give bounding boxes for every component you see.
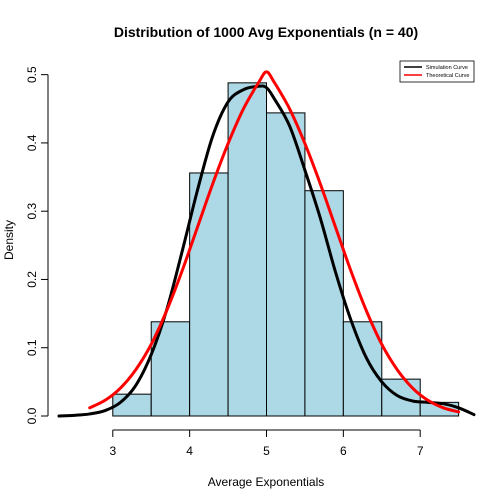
- legend-theoretical-label: Theoretical Curve: [426, 73, 469, 79]
- y-tick-label: 0.4: [25, 134, 39, 151]
- x-axis-label: Average Exponentials: [208, 475, 325, 489]
- axes-layer: 3 4 5 6 7 0.0 0.1 0.2 0.3 0.4 0.5: [25, 66, 424, 458]
- y-tick-label: 0.3: [25, 203, 39, 220]
- histogram-bar-6: [304, 190, 344, 417]
- x-tick-label: 3: [109, 444, 116, 458]
- y-tick-label: 0.2: [25, 271, 39, 288]
- legend: Simulation Curve Theoretical Curve: [399, 60, 475, 83]
- x-tick-label: 6: [340, 444, 347, 458]
- theoretical-curve: [88, 70, 461, 414]
- simulation-curve: [57, 84, 476, 418]
- x-tick-label: 5: [263, 444, 270, 458]
- y-tick-label: 0.0: [25, 407, 39, 424]
- y-axis-label: Density: [2, 220, 16, 260]
- legend-simulation-label: Simulation Curve: [426, 65, 468, 71]
- histogram-bar-5: [266, 112, 306, 417]
- histogram-bar-7: [342, 321, 383, 417]
- x-tick-label: 4: [186, 444, 193, 458]
- histogram-bar-3: [189, 172, 229, 417]
- x-tick-label: 7: [417, 444, 424, 458]
- curves-layer: [57, 70, 476, 418]
- y-tick-label: 0.5: [25, 66, 39, 83]
- chart-title: Distribution of 1000 Avg Exponentials (n…: [114, 24, 418, 40]
- y-tick-label: 0.1: [25, 339, 39, 356]
